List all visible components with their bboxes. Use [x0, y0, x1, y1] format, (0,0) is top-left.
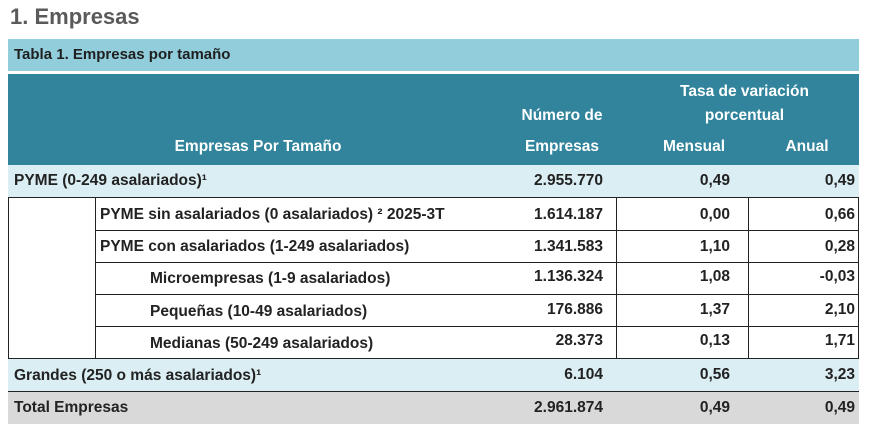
row-annual: 0,49 [824, 399, 855, 416]
section-title: 1. Empresas [10, 4, 140, 29]
row-label: PYME (0-249 asalariados)¹ [14, 172, 207, 189]
table-divider [95, 262, 859, 263]
table-row: PYME (0-249 asalariados)¹ 2.955.770 0,49… [8, 165, 859, 197]
table-row: PYME sin asalariados (0 asalariados) ² 2… [8, 197, 859, 230]
table-caption: Tabla 1. Empresas por tamaño [8, 39, 859, 71]
row-annual: -0,03 [819, 268, 855, 285]
row-number: 2.961.874 [534, 399, 603, 416]
row-number: 1.341.583 [534, 238, 603, 255]
row-monthly: 1,10 [699, 238, 730, 255]
row-annual: 0,28 [824, 238, 855, 255]
row-number: 176.886 [546, 301, 603, 318]
table-border-indent [95, 197, 96, 358]
table-header: Empresas Por Tamaño Número de Empresas T… [8, 74, 859, 165]
row-monthly: 1,08 [699, 268, 730, 285]
table-row-total: Total Empresas 2.961.874 0,49 0,49 [8, 392, 859, 424]
row-label: Microempresas (1-9 asalariados) [150, 270, 391, 287]
row-number: 1.614.187 [534, 206, 603, 223]
header-number-line2: Empresas [524, 138, 600, 155]
row-label: Total Empresas [14, 399, 129, 416]
table-divider [8, 197, 859, 198]
row-number: 6.104 [564, 366, 603, 383]
row-annual: 1,71 [824, 332, 855, 349]
table-row: Microempresas (1-9 asalariados) 1.136.32… [8, 262, 859, 294]
row-monthly: 1,37 [699, 301, 730, 318]
header-rate-line2: porcentual [704, 107, 785, 124]
table-row: PYME con asalariados (1-249 asalariados)… [8, 230, 859, 262]
row-label: Grandes (250 o más asalariados)¹ [14, 367, 262, 384]
row-monthly: 0,49 [699, 399, 730, 416]
row-number: 28.373 [555, 332, 603, 349]
table-divider [8, 358, 859, 359]
row-annual: 0,49 [824, 172, 855, 189]
row-monthly: 0,49 [699, 172, 730, 189]
row-number: 1.136.324 [534, 268, 603, 285]
row-label: Pequeñas (10-49 asalariados) [150, 303, 368, 320]
table-border-left [8, 197, 9, 358]
row-label: PYME con asalariados (1-249 asalariados) [100, 238, 410, 255]
table-divider [95, 294, 859, 295]
table-column-divider [616, 197, 617, 358]
row-monthly: 0,00 [699, 206, 730, 223]
header-row-label: Empresas Por Tamaño [174, 138, 342, 155]
table-column-divider [748, 197, 749, 358]
row-annual: 0,66 [824, 206, 855, 223]
table-border-right [858, 197, 859, 358]
table-divider [95, 230, 859, 231]
table-row: Medianas (50-249 asalariados) 28.373 0,1… [8, 326, 859, 358]
row-annual: 3,23 [824, 366, 855, 383]
table-divider [8, 391, 859, 392]
row-monthly: 0,13 [699, 332, 730, 349]
header-monthly: Mensual [662, 138, 725, 155]
row-monthly: 0,56 [699, 366, 730, 383]
table-row: Pequeñas (10-49 asalariados) 176.886 1,3… [8, 294, 859, 326]
table-divider [95, 326, 859, 327]
header-annual: Anual [785, 138, 829, 155]
row-label: Medianas (50-249 asalariados) [150, 335, 374, 352]
header-rate-line1: Tasa de variación [680, 83, 809, 100]
header-number-line1: Número de [521, 107, 603, 124]
table-row: Grandes (250 o más asalariados)¹ 6.104 0… [8, 359, 859, 391]
row-number: 2.955.770 [534, 172, 603, 189]
row-annual: 2,10 [824, 301, 855, 318]
row-label: PYME sin asalariados (0 asalariados) ² 2… [100, 206, 445, 223]
